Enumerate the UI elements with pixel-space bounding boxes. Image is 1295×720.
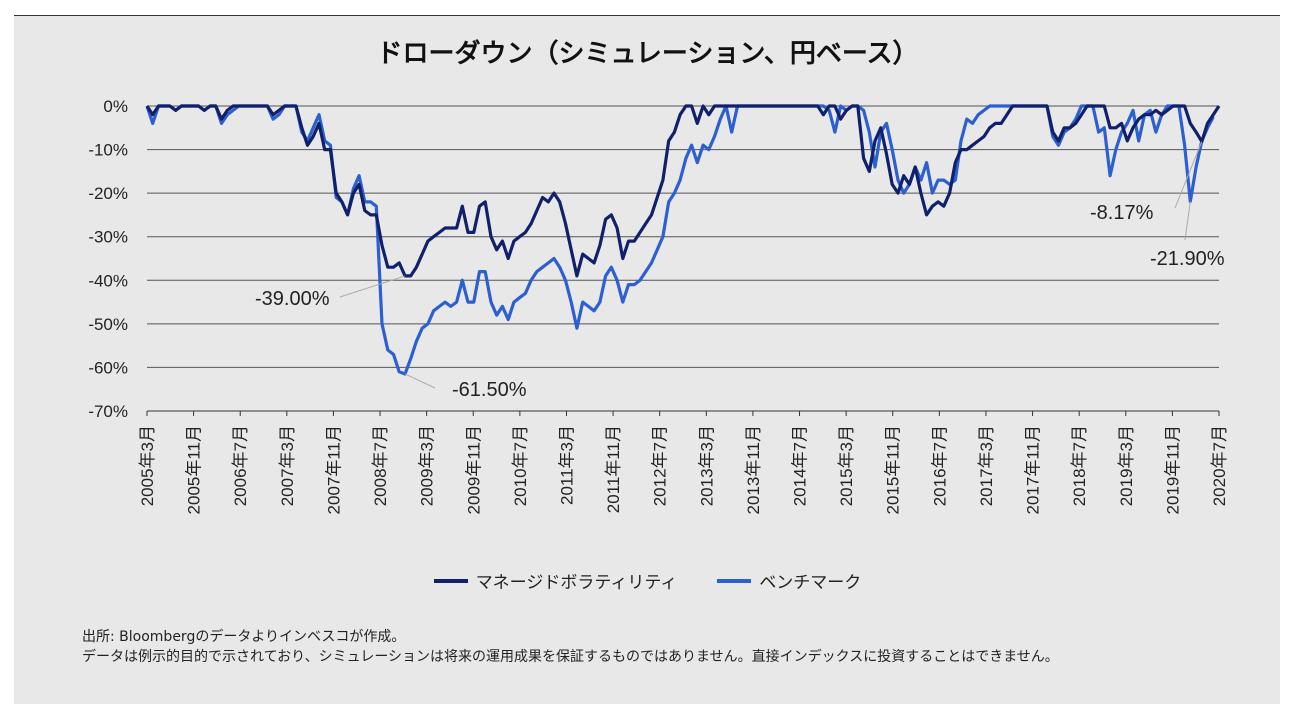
- chart-title: ドローダウン（シミュレーション、円ベース）: [376, 39, 919, 69]
- y-tick-label: -50%: [88, 315, 128, 334]
- x-tick-label: 2008年7月: [371, 425, 390, 506]
- footnote: 出所: Bloombergのデータよりインベスコが作成。 データは例示的目的で示…: [82, 627, 1059, 667]
- y-tick-label: -30%: [88, 228, 128, 247]
- y-tick-label: -70%: [88, 402, 128, 421]
- x-tick-label: 2011年11月: [604, 425, 623, 513]
- x-tick-label: 2020年7月: [1210, 425, 1229, 506]
- x-tick-label: 2006年7月: [231, 425, 250, 506]
- y-tick-label: 0%: [103, 97, 128, 116]
- x-tick-label: 2011年3月: [557, 425, 576, 505]
- x-tick-label: 2017年3月: [977, 425, 996, 506]
- annotation-leader: [1174, 141, 1203, 209]
- annotation-leader: [404, 373, 436, 389]
- chart-legend: マネージドボラティリティ ベンチマーク: [0, 568, 1295, 593]
- annotation-label: -8.17%: [1090, 202, 1154, 224]
- x-tick-label: 2009年11月: [464, 425, 483, 514]
- footnote-source: 出所: Bloombergのデータよりインベスコが作成。: [82, 629, 406, 645]
- x-tick-label: 2019年3月: [1117, 425, 1136, 506]
- legend-item-managed-volatility: マネージドボラティリティ: [433, 568, 678, 593]
- annotation-label: -21.90%: [1150, 248, 1225, 270]
- x-tick-label: 2013年11月: [744, 425, 763, 514]
- footnote-disclaimer: データは例示的目的で示されており、シミュレーションは将来の運用成果を保証するもの…: [82, 649, 1059, 665]
- x-tick-label: 2014年7月: [791, 425, 810, 506]
- x-tick-label: 2013年3月: [697, 425, 716, 506]
- x-tick-label: 2015年3月: [837, 425, 856, 506]
- legend-item-benchmark: ベンチマーク: [717, 568, 861, 593]
- x-tick-label: 2010年7月: [511, 425, 530, 506]
- legend-swatch-benchmark: [717, 578, 752, 583]
- x-tick-label: 2012年7月: [651, 425, 670, 506]
- x-tick-label: 2009年3月: [418, 425, 437, 506]
- y-tick-label: -40%: [88, 271, 128, 290]
- legend-label-managed-volatility: マネージドボラティリティ: [475, 573, 678, 593]
- x-tick-label: 2019年11月: [1163, 425, 1182, 514]
- legend-swatch-managed-volatility: [433, 578, 468, 583]
- x-tick-label: 2016年7月: [930, 425, 949, 506]
- x-tick-label: 2005年11月: [185, 425, 204, 514]
- y-tick-label: -20%: [88, 184, 128, 203]
- x-tick-label: 2007年11月: [324, 425, 343, 514]
- x-tick-label: 2015年11月: [884, 425, 903, 514]
- annotation-leader: [1184, 201, 1191, 241]
- annotation-label: -39.00%: [255, 288, 330, 310]
- legend-label-benchmark: ベンチマーク: [759, 573, 862, 593]
- x-tick-label: 2017年11月: [1024, 425, 1043, 514]
- top-rule: [14, 15, 1280, 16]
- y-tick-label: -60%: [88, 358, 128, 377]
- x-tick-label: 2018年7月: [1070, 425, 1089, 506]
- x-tick-label: 2007年3月: [278, 425, 297, 506]
- managed-volatility-line: [145, 104, 1221, 278]
- annotation-leader: [339, 275, 406, 298]
- y-tick-label: -10%: [88, 141, 128, 160]
- x-tick-label: 2005年3月: [138, 425, 157, 506]
- chart-panel: [14, 16, 1280, 704]
- annotation-label: -61.50%: [452, 379, 527, 401]
